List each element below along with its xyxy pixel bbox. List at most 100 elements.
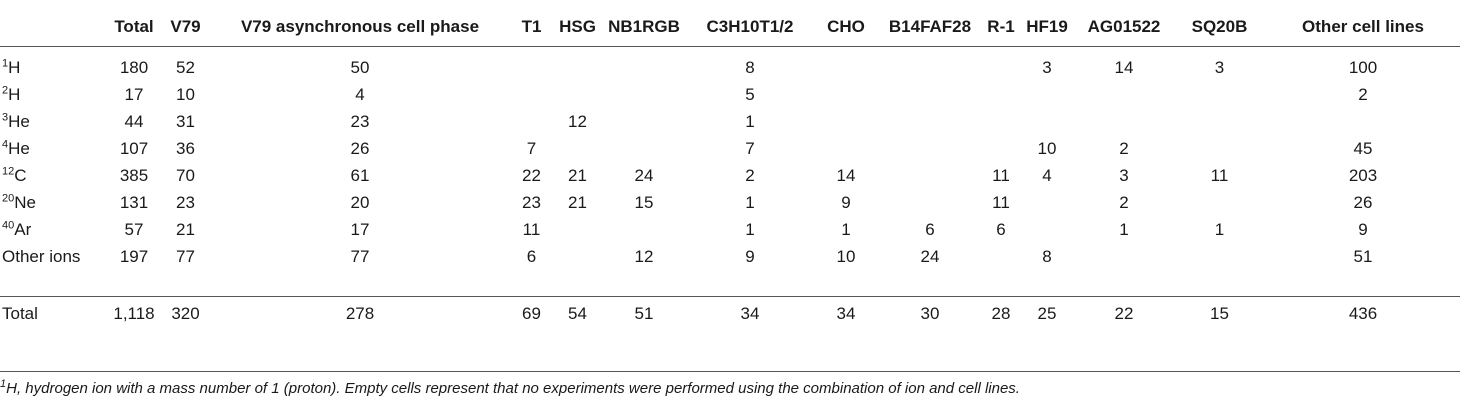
table-cell xyxy=(877,47,983,83)
table-cell: 77 xyxy=(350,247,370,266)
ion-label: Ne xyxy=(14,193,36,212)
table-cell: 9 xyxy=(841,193,851,212)
table-cell: 54 xyxy=(568,304,587,323)
table-row: 2H 17 10 4 5 2 xyxy=(0,82,1460,109)
table-footnote: 1H, hydrogen ion with a mass number of 1… xyxy=(0,379,1460,398)
row-label: 4He xyxy=(0,136,106,163)
column-header: C3H10T1/2 xyxy=(706,17,794,36)
table-cell: 436 xyxy=(1348,304,1378,323)
table-cell xyxy=(1019,82,1075,109)
table-cell xyxy=(603,136,685,163)
table-cell: 5 xyxy=(745,85,755,104)
table-cell xyxy=(877,136,983,163)
table-cell: 31 xyxy=(176,112,195,131)
mass-number: 40 xyxy=(2,219,15,232)
table-cell: 61 xyxy=(350,166,370,185)
table-cell: 1 xyxy=(1119,220,1129,239)
column-header: V79 xyxy=(170,17,201,36)
table-header-row: Total V79 V79 asynchronous cell phase T1 HSG… xyxy=(0,4,1460,47)
table-cell: 100 xyxy=(1348,58,1378,77)
table-cell: 70 xyxy=(176,166,195,185)
column-header: V79 asynchronous cell phase xyxy=(240,17,480,36)
ion-label: H xyxy=(8,58,21,77)
table-cell xyxy=(603,47,685,83)
table-cell: 26 xyxy=(350,139,370,158)
table-cell xyxy=(603,217,685,244)
mass-number: 3 xyxy=(2,111,9,124)
table-cell: 1 xyxy=(745,193,755,212)
column-header: NB1RGB xyxy=(608,17,680,36)
table-cell: 9 xyxy=(745,247,755,266)
mass-number: 2 xyxy=(2,84,9,97)
table-cell: 2 xyxy=(1119,193,1129,212)
table-cell: 25 xyxy=(1037,304,1057,323)
table-cell: 23 xyxy=(522,193,541,212)
table-cell xyxy=(511,82,552,109)
ion-label: C xyxy=(14,166,27,185)
table-row: 4He 107 36 26 7 7 10 2 45 xyxy=(0,136,1460,163)
table-cell: 77 xyxy=(176,247,195,266)
table-cell xyxy=(1075,244,1173,297)
ion-label: He xyxy=(8,139,30,158)
table-cell: 50 xyxy=(350,58,370,77)
table-row: 12C 385 70 61 22 21 24 2 14 11 4 3 11 203 xyxy=(0,163,1460,190)
table-row: 40Ar 57 21 17 11 1 1 6 6 1 1 9 xyxy=(0,217,1460,244)
row-label: 12C xyxy=(0,163,106,190)
table-cell xyxy=(1173,244,1266,297)
table-row: 3He 44 31 23 12 1 xyxy=(0,109,1460,136)
table-cell: 8 xyxy=(745,58,755,77)
table-cell: 4 xyxy=(355,85,365,104)
table-cell: 15 xyxy=(1210,304,1229,323)
table-cell xyxy=(983,109,1019,136)
column-header: B14FAF28 xyxy=(888,17,972,36)
table-cell xyxy=(511,47,552,83)
table-cell xyxy=(1266,109,1460,136)
table-cell xyxy=(815,136,877,163)
table-cell xyxy=(552,136,603,163)
table-cell: 107 xyxy=(119,139,149,158)
table-cell: 36 xyxy=(176,139,195,158)
total-row: Total 1,118 320 278 69 54 51 34 34 30 28 25 22 15 436 xyxy=(0,296,1460,332)
table-cell: 44 xyxy=(124,112,144,131)
table-cell xyxy=(1019,190,1075,217)
column-header: HSG xyxy=(559,17,596,36)
column-header: T1 xyxy=(521,17,542,36)
table-cell: 3 xyxy=(1214,58,1225,77)
table-cell: 6 xyxy=(925,220,935,239)
table-cell: 11 xyxy=(1210,166,1229,185)
table-cell: 203 xyxy=(1348,166,1378,185)
table-cell xyxy=(983,82,1019,109)
table-cell: 2 xyxy=(1119,139,1129,158)
table-cell: 11 xyxy=(522,220,541,239)
table-cell: 34 xyxy=(836,304,856,323)
table-row: Other ions 197 77 77 6 12 9 10 24 8 51 xyxy=(0,244,1460,297)
table-cell: 1,118 xyxy=(113,304,155,323)
column-header: SQ20B xyxy=(1191,17,1248,36)
column-header: HF19 xyxy=(1026,17,1068,36)
table-cell: 34 xyxy=(740,304,760,323)
column-header: CHO xyxy=(827,17,865,36)
table-cell: 23 xyxy=(350,112,370,131)
row-label: 2H xyxy=(0,82,106,109)
table-cell xyxy=(877,163,983,190)
table-cell: 24 xyxy=(634,166,654,185)
footnote-divider xyxy=(0,371,1460,372)
table-cell xyxy=(815,109,877,136)
table-cell: 21 xyxy=(176,220,195,239)
table-cell: 6 xyxy=(526,247,537,266)
table-cell: 22 xyxy=(522,166,541,185)
table-cell: 22 xyxy=(1114,304,1134,323)
table-cell xyxy=(983,244,1019,297)
column-header: Total xyxy=(114,17,154,36)
row-label: Total xyxy=(0,297,106,332)
table-cell xyxy=(552,82,603,109)
table-cell: 2 xyxy=(1358,85,1368,104)
ion-label: Ar xyxy=(14,220,32,239)
table-cell: 15 xyxy=(634,193,654,212)
table-cell xyxy=(1173,82,1266,109)
ion-cell-line-table: Total V79 V79 asynchronous cell phase T1 HSG… xyxy=(0,4,1460,331)
table-cell xyxy=(983,136,1019,163)
table-cell: 10 xyxy=(1037,139,1057,158)
table-cell: 51 xyxy=(634,304,654,323)
